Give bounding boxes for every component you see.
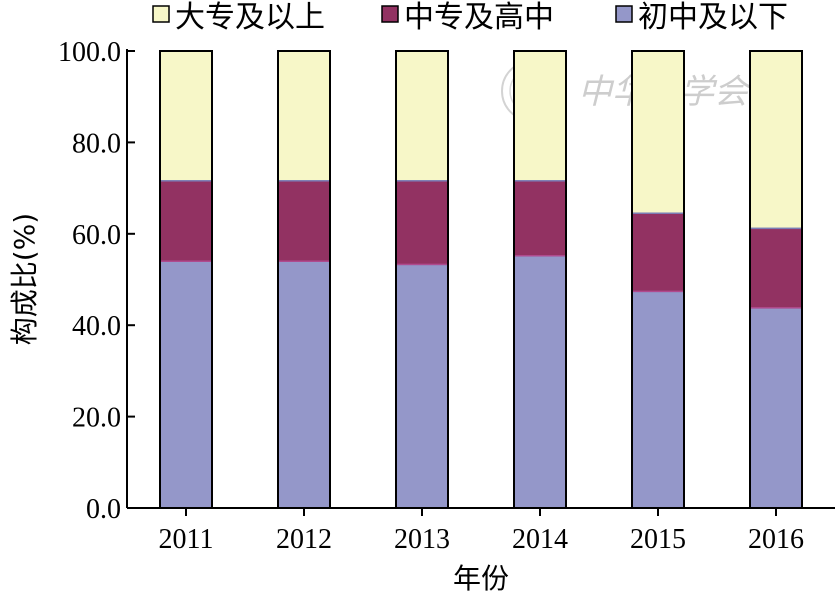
legend-label-2: 中专及高中: [404, 0, 554, 35]
bars-layer: [159, 50, 803, 509]
bar-segment-2013-2: [395, 180, 449, 266]
legend-swatch-1: [152, 5, 170, 23]
bar-segment-2012-2: [277, 180, 331, 262]
x-tick-label-2014: 2014: [512, 524, 568, 555]
bar-segment-2016-1: [749, 307, 803, 509]
y-tick-label-0: 0.0: [86, 494, 121, 525]
bar-segment-2013-1: [395, 263, 449, 509]
bar-segment-2011-3: [159, 50, 213, 182]
legend-swatch-2: [381, 5, 399, 23]
x-tick-label-2012: 2012: [276, 524, 332, 555]
y-tick-label-4: 80.0: [72, 128, 121, 159]
bar-segment-2016-3: [749, 50, 803, 230]
axes-layer: 2011 2012 2013 2014 2015 2016 0.0 20.0 40.0 60.0 8…: [58, 37, 835, 555]
x-tick-label-2011: 2011: [159, 524, 214, 555]
bar-segment-2011-2: [159, 180, 213, 262]
bar-segment-2013-3: [395, 50, 449, 182]
x-tick-label-2016: 2016: [748, 524, 804, 555]
bar-segment-2014-1: [513, 254, 567, 509]
bar-segment-2015-3: [631, 50, 685, 214]
bar-segment-2016-2: [749, 227, 803, 309]
y-tick-label-1: 20.0: [72, 403, 121, 434]
y-tick-label-3: 60.0: [72, 220, 121, 251]
legend-label-1: 大专及以上: [175, 0, 325, 35]
legend-label-3: 初中及以下: [638, 0, 788, 35]
bar-segment-2011-1: [159, 260, 213, 509]
bar-segment-2014-3: [513, 50, 567, 182]
y-axis-title: 构成比(%): [8, 213, 41, 345]
bar-segment-2015-1: [631, 290, 685, 509]
bar-segment-2012-3: [277, 50, 331, 182]
bar-segment-2014-2: [513, 180, 567, 257]
y-tick-label-5: 100.0: [58, 37, 121, 68]
x-axis-title: 年份: [453, 562, 509, 595]
legend-swatch-3: [615, 5, 633, 23]
y-tick-label-2: 40.0: [72, 311, 121, 342]
x-tick-label-2015: 2015: [630, 524, 686, 555]
bar-segment-2012-1: [277, 260, 331, 509]
bar-segment-2015-2: [631, 212, 685, 293]
legend: 大专及以上 中专及高中 初中及以下: [152, 0, 788, 35]
x-tick-label-2013: 2013: [394, 524, 450, 555]
